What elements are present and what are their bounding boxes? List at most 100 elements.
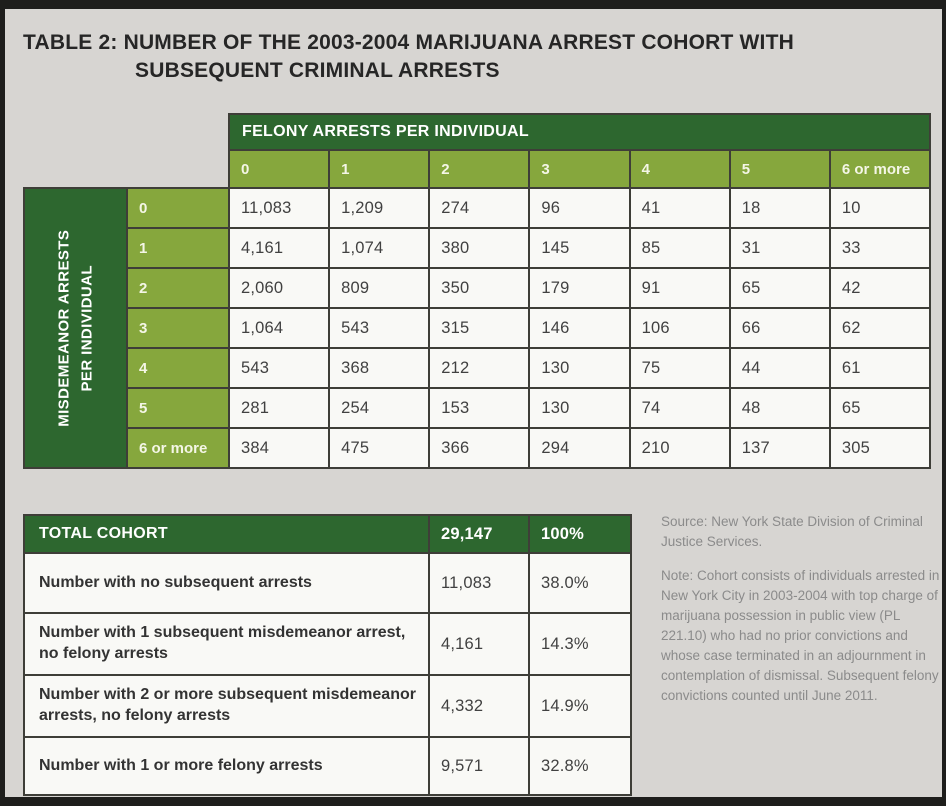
matrix-blank-corner — [24, 150, 229, 188]
row-header-0: 0 — [126, 187, 230, 229]
misdemeanor-axis-label-text: MISDEMEANOR ARRESTS PER INDIVIDUAL — [52, 229, 99, 426]
matrix-cell: 65 — [728, 267, 831, 309]
summary-row-one-misdemeanor: Number with 1 subsequent misdemeanor arr… — [23, 612, 632, 676]
matrix-cell: 66 — [728, 307, 831, 349]
misdemeanor-axis-label-box: MISDEMEANOR ARRESTS PER INDIVIDUAL — [25, 189, 126, 467]
matrix-cell: 61 — [828, 347, 932, 389]
summary-header-row: TOTAL COHORT 29,147 100% — [23, 514, 632, 554]
summary-row-percent: 32.8% — [528, 736, 632, 796]
matrix-cell: 809 — [328, 267, 431, 309]
felony-axis-row: FELONY ARRESTS PER INDIVIDUAL — [24, 113, 931, 151]
matrix-row-1: 1 4,161 1,074 380 145 85 31 33 — [24, 227, 932, 269]
matrix-blank-corner — [24, 114, 229, 150]
matrix-cell: 4,161 — [227, 227, 331, 269]
matrix-cell: 31 — [728, 227, 831, 269]
table-title-line1: TABLE 2: NUMBER OF THE 2003-2004 MARIJUA… — [23, 31, 794, 54]
matrix-cell: 254 — [328, 387, 431, 429]
matrix-cell: 10 — [828, 187, 932, 229]
col-header-1: 1 — [328, 149, 431, 189]
matrix-cell: 350 — [428, 267, 531, 309]
misdemeanor-axis-label: MISDEMEANOR ARRESTS PER INDIVIDUAL — [23, 187, 128, 469]
row-header-4: 4 — [126, 347, 230, 389]
summary-header-label: TOTAL COHORT — [23, 514, 430, 554]
col-header-3: 3 — [528, 149, 631, 189]
matrix-cell: 75 — [628, 347, 731, 389]
felony-count-header-row: 0 1 2 3 4 5 6 or more — [24, 149, 932, 189]
row-header-3: 3 — [126, 307, 230, 349]
row-header-6-or-more: 6 or more — [126, 427, 230, 469]
summary-row-no-subsequent: Number with no subsequent arrests 11,083… — [23, 552, 632, 614]
matrix-cell: 96 — [528, 187, 631, 229]
summary-row-label: Number with no subsequent arrests — [23, 552, 430, 614]
matrix-row-3: 3 1,064 543 315 146 106 66 62 — [24, 307, 932, 349]
col-header-4: 4 — [628, 149, 731, 189]
matrix-cell: 48 — [728, 387, 831, 429]
cohort-note: Note: Cohort consists of individuals arr… — [661, 568, 940, 703]
felony-axis-label: FELONY ARRESTS PER INDIVIDUAL — [228, 113, 931, 151]
matrix-cell: 384 — [227, 427, 331, 469]
matrix-cell: 18 — [728, 187, 831, 229]
col-header-5: 5 — [728, 149, 831, 189]
summary-row-value: 11,083 — [428, 552, 530, 614]
misdemeanor-axis-line1: MISDEMEANOR ARRESTS — [55, 229, 73, 427]
summary-header-value: 29,147 — [428, 514, 530, 554]
summary-row-percent: 38.0% — [528, 552, 632, 614]
matrix-cell: 179 — [528, 267, 631, 309]
summary-row-two-plus-misdemeanor: Number with 2 or more subsequent misdeme… — [23, 674, 632, 738]
matrix-cell: 85 — [628, 227, 731, 269]
matrix-cell: 281 — [227, 387, 331, 429]
matrix-cell: 42 — [828, 267, 932, 309]
matrix-cell: 210 — [628, 427, 731, 469]
arrest-matrix-table: FELONY ARRESTS PER INDIVIDUAL 0 1 2 3 4 … — [23, 113, 932, 469]
col-header-0: 0 — [227, 149, 331, 189]
summary-row-value: 4,332 — [428, 674, 530, 738]
matrix-cell: 2,060 — [227, 267, 331, 309]
matrix-cell: 475 — [328, 427, 431, 469]
matrix-cell: 33 — [828, 227, 932, 269]
col-header-2: 2 — [428, 149, 531, 189]
matrix-row-5: 5 281 254 153 130 74 48 65 — [24, 387, 932, 429]
matrix-cell: 1,209 — [328, 187, 431, 229]
matrix-row-6-or-more: 6 or more 384 475 366 294 210 137 305 — [24, 427, 932, 469]
matrix-cell: 315 — [428, 307, 531, 349]
summary-row-label: Number with 1 or more felony arrests — [23, 736, 430, 796]
row-header-2: 2 — [126, 267, 230, 309]
row-header-1: 1 — [126, 227, 230, 269]
summary-header-percent: 100% — [528, 514, 632, 554]
matrix-cell: 130 — [528, 347, 631, 389]
misdemeanor-axis-line2: PER INDIVIDUAL — [78, 264, 96, 392]
matrix-cell: 146 — [528, 307, 631, 349]
matrix-cell: 274 — [428, 187, 531, 229]
table-title: TABLE 2: NUMBER OF THE 2003-2004 MARIJUA… — [23, 29, 794, 85]
matrix-cell: 543 — [227, 347, 331, 389]
matrix-cell: 130 — [528, 387, 631, 429]
source-note: Source: New York State Division of Crimi… — [661, 514, 923, 549]
matrix-row-2: 2 2,060 809 350 179 91 65 42 — [24, 267, 932, 309]
footnotes: Source: New York State Division of Crimi… — [661, 512, 943, 720]
matrix-cell: 65 — [828, 387, 932, 429]
matrix-cell: 44 — [728, 347, 831, 389]
matrix-cell: 212 — [428, 347, 531, 389]
matrix-cell: 294 — [528, 427, 631, 469]
summary-row-value: 4,161 — [428, 612, 530, 676]
summary-row-felony: Number with 1 or more felony arrests 9,5… — [23, 736, 632, 796]
total-cohort-summary-table: TOTAL COHORT 29,147 100% Number with no … — [23, 514, 632, 796]
matrix-cell: 106 — [628, 307, 731, 349]
matrix-cell: 368 — [328, 347, 431, 389]
matrix-cell: 1,074 — [328, 227, 431, 269]
summary-row-percent: 14.3% — [528, 612, 632, 676]
matrix-cell: 543 — [328, 307, 431, 349]
col-header-6-or-more: 6 or more — [828, 149, 932, 189]
matrix-cell: 11,083 — [227, 187, 331, 229]
matrix-cell: 153 — [428, 387, 531, 429]
matrix-cell: 74 — [628, 387, 731, 429]
matrix-cell: 1,064 — [227, 307, 331, 349]
matrix-row-4: 4 543 368 212 130 75 44 61 — [24, 347, 932, 389]
matrix-cell: 305 — [828, 427, 932, 469]
matrix-cell: 366 — [428, 427, 531, 469]
table-title-line2: SUBSEQUENT CRIMINAL ARRESTS — [135, 59, 500, 82]
matrix-row-0: MISDEMEANOR ARRESTS PER INDIVIDUAL 0 11,… — [23, 187, 932, 469]
matrix-cell: 145 — [528, 227, 631, 269]
matrix-cell: 62 — [828, 307, 932, 349]
